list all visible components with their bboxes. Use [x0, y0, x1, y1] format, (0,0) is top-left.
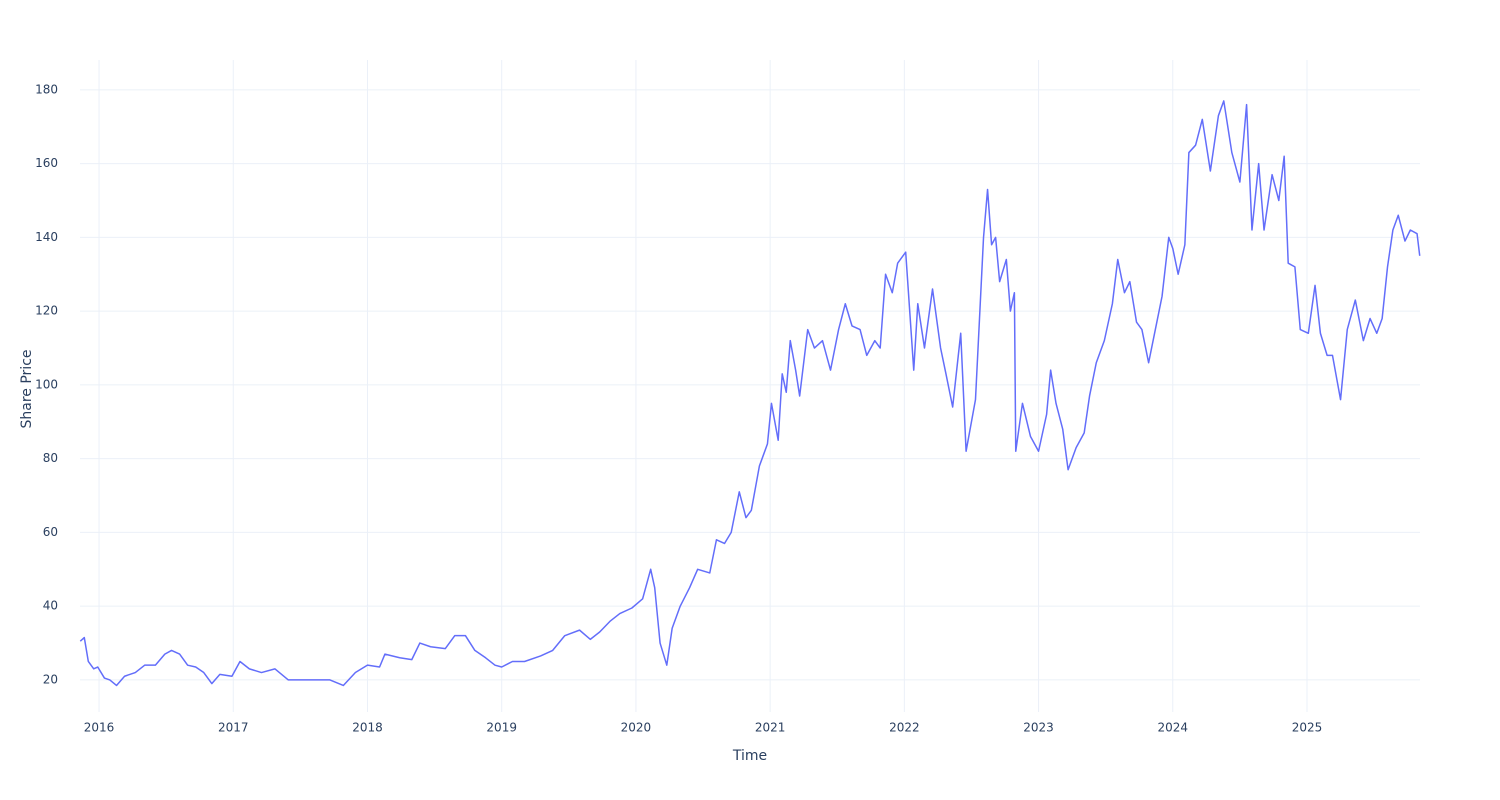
x-tick-label: 2018: [352, 721, 383, 735]
y-tick-label: 100: [35, 377, 58, 391]
x-tick-label: 2024: [1158, 721, 1189, 735]
y-tick-label: 80: [43, 451, 58, 465]
y-tick-label: 40: [43, 599, 58, 613]
x-tick-label: 2017: [218, 721, 249, 735]
x-tick-label: 2025: [1292, 721, 1323, 735]
line-series: [79, 100, 1421, 687]
x-tick-label: 2022: [889, 721, 920, 735]
x-tick-label: 2021: [755, 721, 786, 735]
x-tick-label: 2023: [1023, 721, 1054, 735]
y-tick-label: 140: [35, 230, 58, 244]
y-tick-label: 160: [35, 156, 58, 170]
y-tick-label: 60: [43, 525, 58, 539]
x-tick-label: 2020: [621, 721, 652, 735]
y-axis-title: Share Price: [19, 349, 35, 428]
y-tick-label: 120: [35, 304, 58, 318]
y-tick-label: 180: [35, 82, 58, 96]
x-axis-title: Time: [732, 748, 767, 764]
x-tick-label: 2016: [84, 721, 115, 735]
x-tick-label: 2019: [486, 721, 517, 735]
y-tick-label: 20: [43, 672, 58, 686]
